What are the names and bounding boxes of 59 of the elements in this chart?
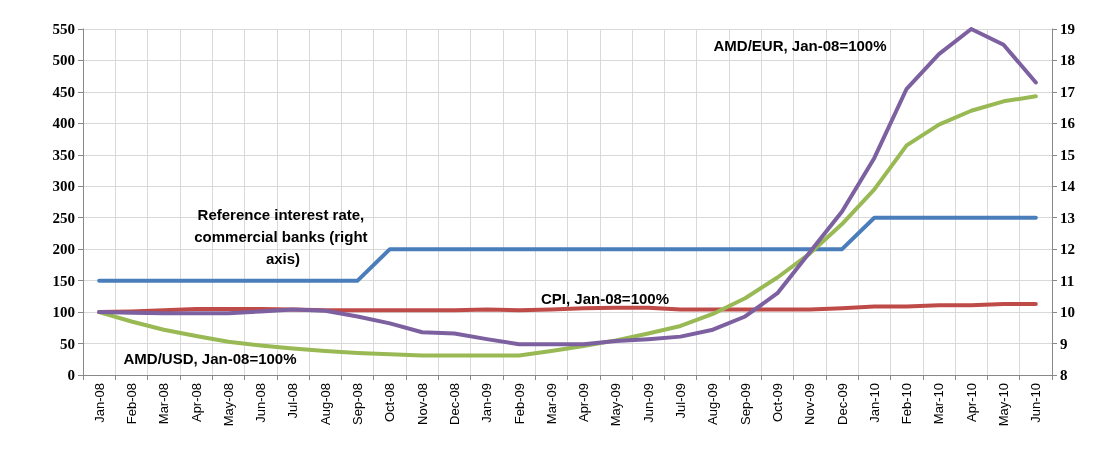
- x-tick-label: Apr-10: [963, 383, 979, 423]
- x-tick-label: Sep-09: [737, 383, 753, 425]
- x-tick-label: Mar-10: [931, 383, 947, 425]
- x-tick-label: Feb-09: [511, 383, 527, 425]
- x-tick-label: Jul-08: [285, 383, 301, 419]
- x-tick-label: Apr-08: [188, 383, 204, 423]
- x-tick-label: Sep-08: [350, 383, 366, 425]
- y2-tick-label: 10: [1060, 304, 1075, 321]
- y-tick-label: 250: [52, 209, 75, 226]
- x-tick-label: Aug-08: [317, 383, 333, 425]
- x-tick-label: Dec-08: [446, 383, 462, 425]
- x-tick-label: Jun-08: [253, 383, 269, 423]
- x-tick-label: May-09: [608, 383, 624, 427]
- x-tick-label: May-10: [996, 383, 1012, 427]
- y2-tick-label: 12: [1060, 241, 1075, 258]
- y2-tick-label: 17: [1060, 83, 1076, 100]
- x-tick-label: Mar-09: [543, 383, 559, 425]
- y-tick-label: 550: [52, 21, 75, 37]
- y-tick-label: 350: [52, 146, 75, 163]
- x-tick-label: Jun-09: [640, 383, 656, 423]
- y-tick-label: 450: [52, 83, 75, 100]
- x-tick-label: Aug-09: [705, 383, 721, 425]
- y2-tick-label: 13: [1060, 209, 1075, 226]
- y-tick-label: 150: [52, 272, 75, 289]
- x-tick-label: Oct-09: [769, 383, 785, 423]
- annotation: AMD/EUR, Jan-08=100%: [713, 36, 887, 54]
- x-tick-label: Mar-08: [156, 383, 172, 425]
- y2-tick-label: 9: [1060, 335, 1068, 352]
- y-tick-label: 50: [60, 335, 75, 352]
- y2-tick-label: 18: [1060, 52, 1075, 69]
- x-tick-label: Apr-09: [576, 383, 592, 423]
- y-tick-label: 300: [52, 178, 75, 195]
- annotation: Reference interest rate, commercial banks (right axis): [194, 205, 372, 267]
- x-tick-label: Jul-09: [673, 383, 689, 419]
- y2-tick-label: 19: [1060, 21, 1075, 37]
- x-tick-label: May-08: [220, 383, 236, 427]
- y2-tick-label: 16: [1060, 115, 1076, 132]
- x-tick-label: Nov-09: [802, 383, 818, 425]
- y-tick-label: 0: [67, 367, 75, 383]
- y2-tick-label: 15: [1060, 146, 1075, 163]
- y-tick-label: 200: [52, 241, 75, 258]
- x-tick-label: Feb-08: [123, 383, 139, 425]
- annotation: AMD/USD, Jan-08=100%: [123, 349, 297, 367]
- x-tick-label: Jan-09: [479, 383, 495, 423]
- x-tick-label: Jan-08: [91, 383, 107, 423]
- y2-tick-label: 14: [1060, 178, 1076, 195]
- y2-tick-label: 11: [1060, 272, 1075, 289]
- y-tick-label: 400: [52, 115, 75, 132]
- y-tick-label: 500: [52, 52, 75, 69]
- x-tick-label: Feb-10: [899, 383, 915, 425]
- annotation: CPI, Jan-08=100%: [541, 289, 669, 307]
- x-tick-label: Nov-08: [414, 383, 430, 425]
- x-tick-label: Oct-08: [382, 383, 398, 423]
- x-tick-label: Jan-10: [866, 383, 882, 423]
- y2-tick-label: 8: [1060, 367, 1068, 383]
- x-tick-label: Dec-09: [834, 383, 850, 425]
- line-series: [97, 27, 1038, 347]
- y-tick-label: 100: [52, 304, 75, 321]
- x-tick-label: Jun-10: [1028, 383, 1044, 423]
